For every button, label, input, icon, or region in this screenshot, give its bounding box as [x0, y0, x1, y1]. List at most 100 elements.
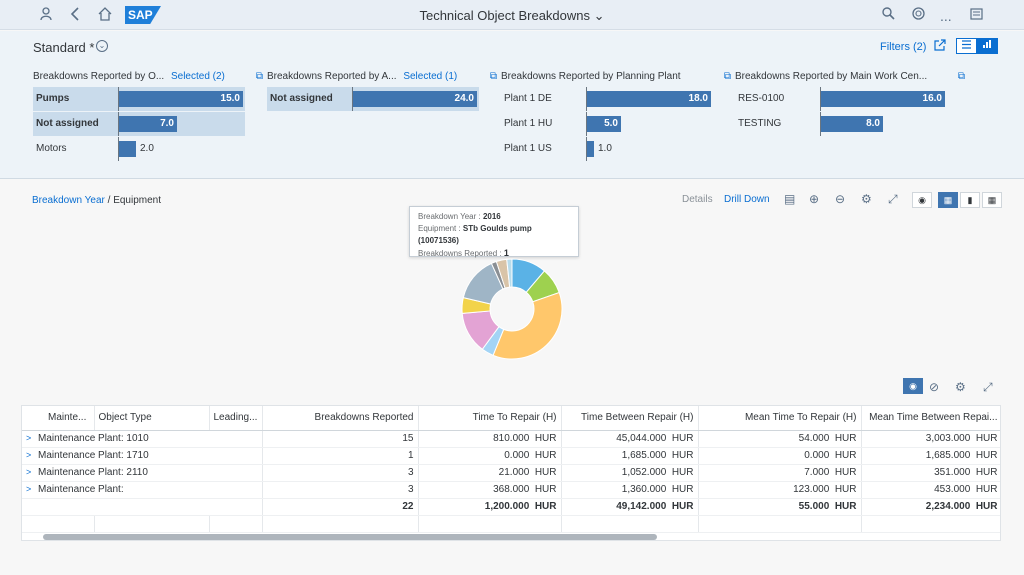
sap-logo[interactable]: SAP: [125, 6, 161, 24]
zoom-in-icon[interactable]: ⊕: [809, 192, 820, 206]
chart-bar-row[interactable]: Plant 1 US 1.0: [501, 137, 713, 161]
row-label: Maintenance Plant:: [38, 484, 124, 495]
zoom-out-icon[interactable]: ⊖: [835, 192, 846, 206]
bar-value: 8.0: [866, 118, 880, 129]
column-header[interactable]: Object Type: [94, 406, 210, 431]
table-settings-icon[interactable]: ⚙: [955, 380, 966, 394]
table-row[interactable]: > Maintenance Plant: 2110 3 21.000 HUR 1,052…: [22, 464, 1000, 482]
cell-value: 351.000 HUR: [861, 464, 1000, 482]
bar-axis: [586, 137, 587, 161]
table-only-toggle[interactable]: ▦: [982, 192, 1002, 208]
back-icon[interactable]: [70, 7, 80, 24]
visual-filter-toggle[interactable]: [977, 38, 998, 54]
filter-card-planning-plant: Breakdowns Reported by Planning Plant ⧉ …: [501, 71, 731, 161]
donut-slice[interactable]: [492, 291, 563, 360]
bar[interactable]: [587, 116, 621, 132]
table-row[interactable]: > Maintenance Plant: 1010 15 810.000 HUR 45,…: [22, 430, 1000, 448]
card-title: Breakdowns Reported by A...: [267, 71, 397, 82]
shell-bar: SAP Technical Object Breakdowns ⌄ ...: [0, 0, 1024, 30]
bar-label: Not assigned: [36, 118, 99, 129]
bar[interactable]: [821, 91, 945, 107]
column-header[interactable]: Leading...: [209, 406, 263, 431]
filter-card-activity: Breakdowns Reported by A... Selected (1)…: [267, 71, 497, 111]
search-icon[interactable]: [882, 7, 895, 23]
chart-bar-row[interactable]: RES-0100 16.0: [735, 87, 947, 111]
chart-bar-row[interactable]: Motors 2.0: [33, 137, 245, 161]
chart-bar-row[interactable]: Not assigned 24.0: [267, 87, 479, 111]
notifications-icon[interactable]: [970, 7, 983, 23]
cell-value: 368.000 HUR: [418, 481, 562, 499]
tooltip-key: Breakdown Year: [418, 212, 477, 221]
column-header[interactable]: Time To Repair (H): [418, 406, 562, 431]
chart-bar-row[interactable]: Pumps 15.0: [33, 87, 245, 111]
bar[interactable]: [353, 91, 477, 107]
chart-bar-row[interactable]: Plant 1 HU 5.0: [501, 112, 713, 136]
column-header[interactable]: Mainte...: [22, 406, 95, 431]
variant-chevron-icon[interactable]: ⌄: [96, 40, 108, 52]
cell-value: 1,052.000 HUR: [561, 464, 699, 482]
cell-breakdowns: 15: [262, 430, 419, 448]
bar[interactable]: [119, 141, 136, 157]
hide-eye-icon[interactable]: ⊘: [929, 380, 940, 394]
expand-row-icon[interactable]: >: [26, 450, 32, 460]
bar-value: 5.0: [604, 118, 618, 129]
more-icon[interactable]: ...: [940, 8, 952, 24]
cell-value: 453.000 HUR: [861, 481, 1000, 499]
bar-axis: [586, 112, 587, 136]
fullscreen-icon[interactable]: ⤢: [888, 192, 898, 206]
card-selected-link[interactable]: Selected (1): [403, 71, 458, 82]
bar[interactable]: [821, 116, 883, 132]
bar-value: 18.0: [688, 93, 708, 104]
chart-bar-row[interactable]: Not assigned 7.0: [33, 112, 245, 136]
home-icon[interactable]: [98, 7, 112, 24]
column-header[interactable]: Breakdowns Reported: [262, 406, 419, 431]
table-fullscreen-icon[interactable]: ⤢: [983, 380, 993, 394]
bar[interactable]: [587, 141, 594, 157]
total-value: 1,200.000 HUR: [418, 497, 562, 516]
settings-icon[interactable]: ⚙: [861, 192, 872, 206]
breadcrumb: Breakdown Year / Equipment: [32, 195, 161, 206]
drill-down-button[interactable]: Drill Down: [724, 194, 770, 205]
donut-chart[interactable]: [456, 253, 568, 365]
expand-row-icon[interactable]: >: [26, 467, 32, 477]
app-title[interactable]: Technical Object Breakdowns ⌄: [419, 8, 605, 23]
column-header[interactable]: Mean Time To Repair (H): [698, 406, 862, 431]
table-row[interactable]: > Maintenance Plant: 3 368.000 HUR 1,360.000…: [22, 481, 1000, 499]
expand-row-icon[interactable]: >: [26, 433, 32, 443]
bar-axis: [586, 87, 587, 111]
user-icon[interactable]: [40, 7, 52, 24]
copy-icon[interactable]: ⧉: [723, 71, 731, 82]
card-title: Breakdowns Reported by Main Work Cen...: [735, 71, 928, 82]
compact-filter-toggle[interactable]: [956, 38, 977, 54]
filter-card-work-center: Breakdowns Reported by Main Work Cen... …: [735, 71, 965, 136]
copy-icon[interactable]: ⧉: [957, 71, 965, 82]
table-row[interactable]: > Maintenance Plant: 1710 1 0.000 HUR 1,685.…: [22, 447, 1000, 465]
donut-slice[interactable]: [506, 258, 513, 288]
chart-table-toggle[interactable]: ▦: [938, 192, 958, 208]
column-header[interactable]: Mean Time Between Repai...: [861, 406, 1000, 431]
bar[interactable]: [119, 116, 177, 132]
donut-chart-toggle[interactable]: ◉: [912, 192, 932, 208]
card-selected-link[interactable]: Selected (2): [170, 71, 225, 82]
legend-icon[interactable]: ▤: [784, 192, 796, 206]
bar[interactable]: [587, 91, 711, 107]
copy-icon[interactable]: ⧉: [489, 71, 497, 82]
copy-icon[interactable]: ⧉: [255, 71, 263, 82]
bar[interactable]: [119, 91, 243, 107]
card-title: Breakdowns Reported by O...: [33, 71, 165, 82]
expand-row-icon[interactable]: >: [26, 484, 32, 494]
show-eye-icon[interactable]: ◉: [903, 378, 923, 394]
details-button[interactable]: Details: [682, 194, 713, 205]
horizontal-scrollbar[interactable]: [43, 534, 657, 540]
share-icon[interactable]: [934, 39, 946, 54]
filter-card-object-type: Breakdowns Reported by O... Selected (2)…: [33, 71, 263, 161]
copilot-icon[interactable]: [912, 7, 925, 23]
chart-bar-row[interactable]: Plant 1 DE 18.0: [501, 87, 713, 111]
chart-only-toggle[interactable]: ▮: [960, 192, 980, 208]
chart-bar-row[interactable]: TESTING 8.0: [735, 112, 947, 136]
variant-title[interactable]: Standard *: [33, 40, 95, 55]
column-header[interactable]: Time Between Repair (H): [561, 406, 699, 431]
total-breakdowns: 22: [262, 497, 419, 516]
filters-button[interactable]: Filters (2): [880, 41, 927, 53]
breadcrumb-link-year[interactable]: Breakdown Year: [32, 195, 105, 206]
